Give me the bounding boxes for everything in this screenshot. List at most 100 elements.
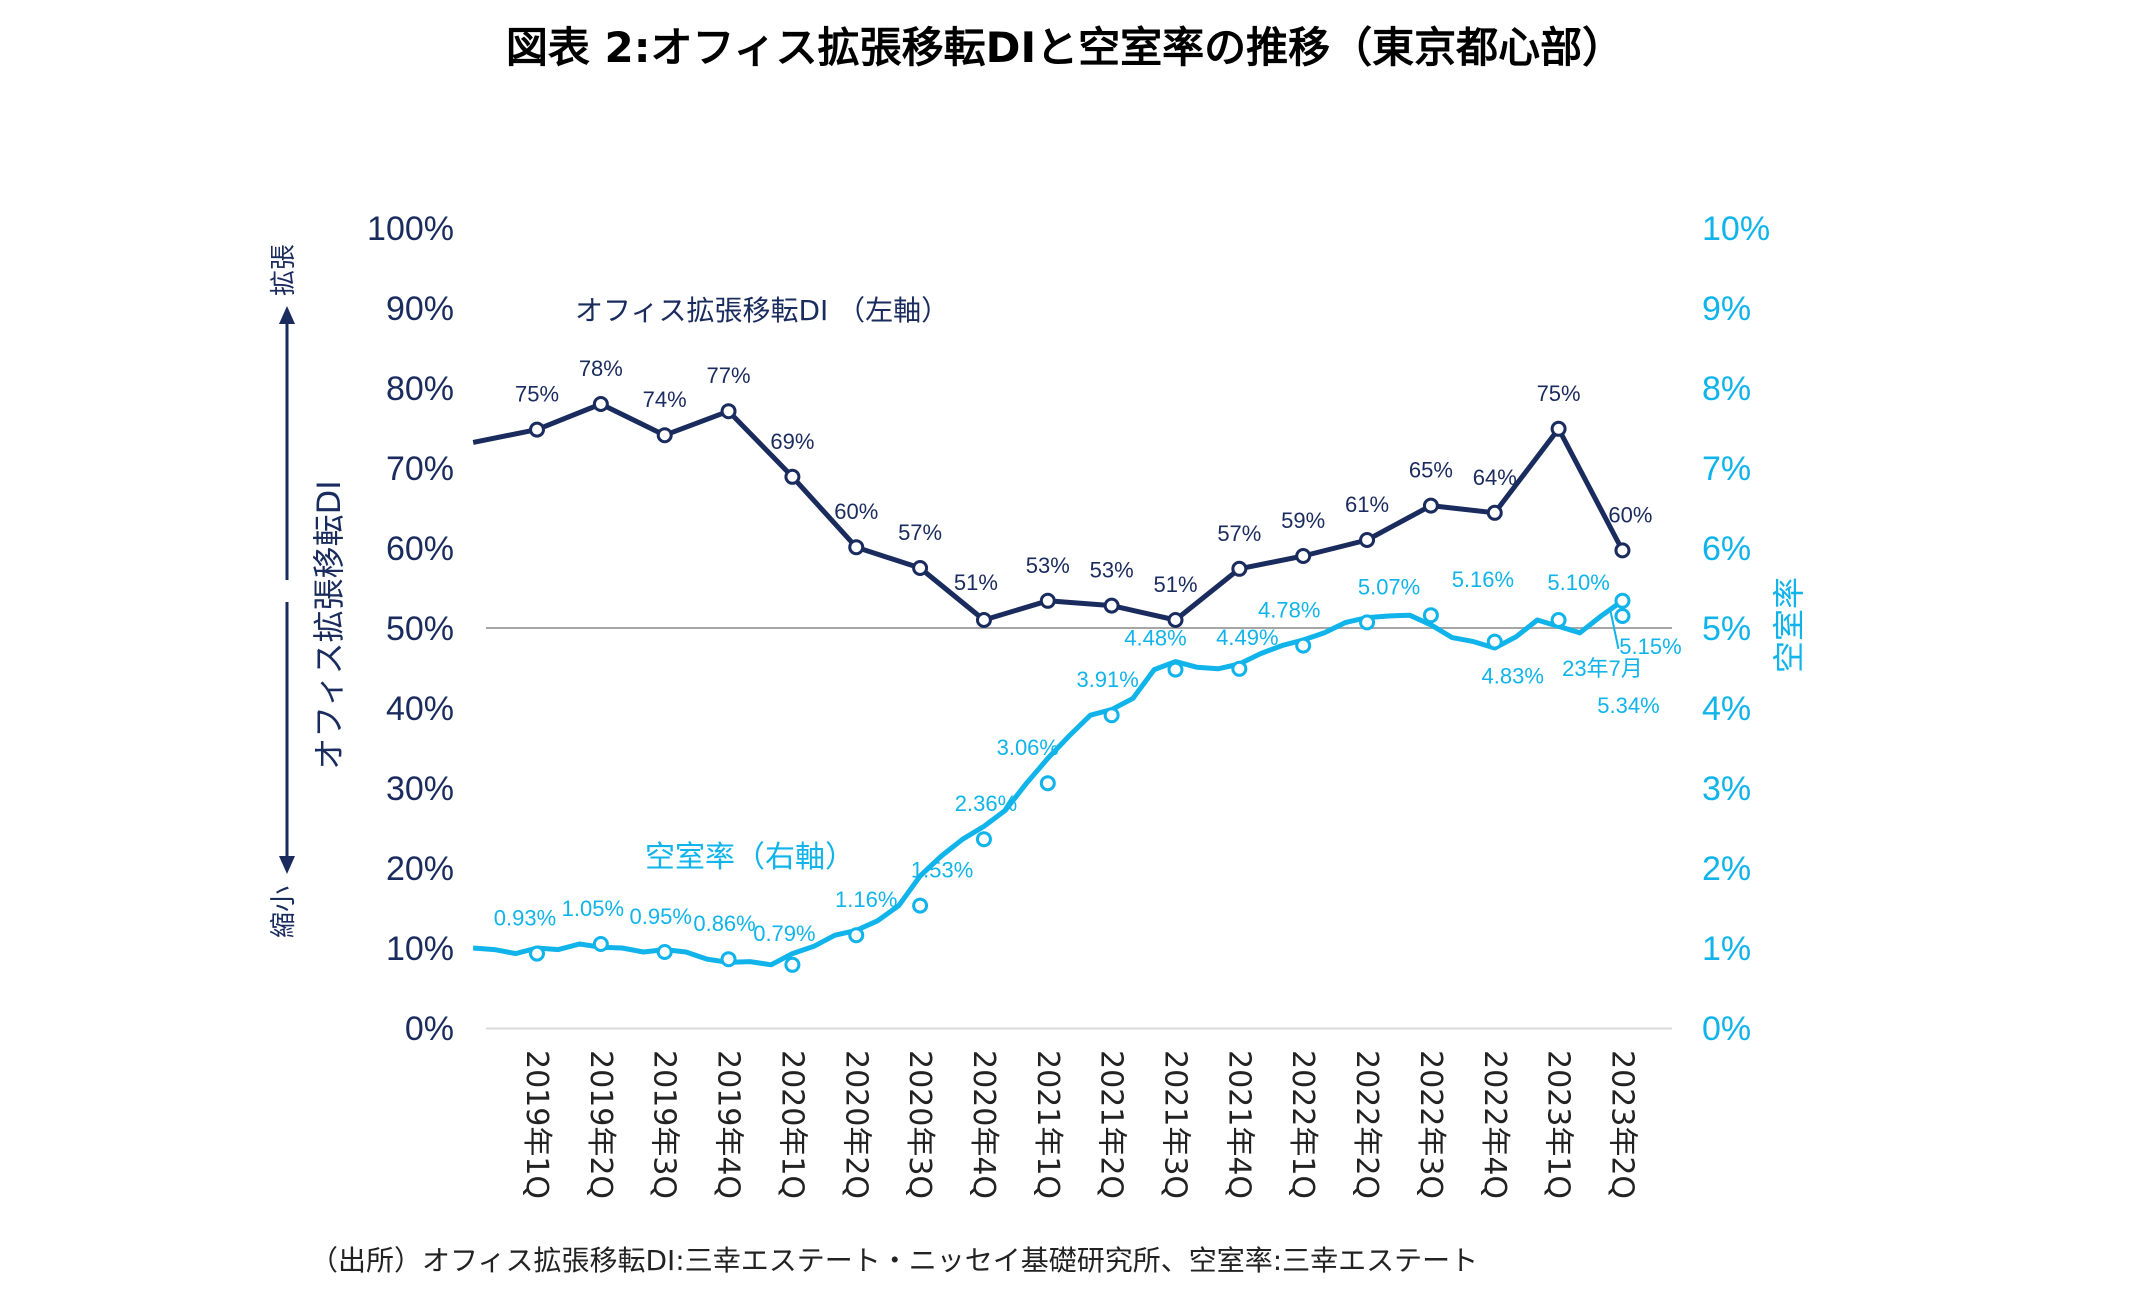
di-data-label: 60% — [1608, 502, 1652, 527]
di-marker — [975, 612, 992, 628]
di-marker — [720, 403, 737, 420]
x-axis-ticks: 2019年1Q 2019年2Q 2019年3Q 2019年4Q 2020年1Q 2020年… — [519, 1050, 1639, 1199]
vacancy-marker — [1359, 614, 1376, 631]
vacancy-data-label: 4.78% — [1258, 598, 1320, 623]
vacancy-marker — [1167, 661, 1184, 678]
x-tick-label: 2020年4Q — [966, 1050, 1001, 1199]
vacancy-last-marker — [1614, 592, 1631, 609]
di-marker — [656, 427, 673, 444]
di-data-label: 75% — [515, 382, 559, 407]
di-data-label: 53% — [1090, 558, 1134, 583]
vacancy-data-label: 1.53% — [911, 858, 973, 883]
series-label-di: オフィス拡張移転DI （左軸） — [575, 294, 949, 327]
di-marker — [1614, 542, 1631, 559]
vacancy-marker — [720, 951, 737, 968]
vacancy-marker — [1550, 612, 1567, 628]
di-data-label: 78% — [579, 356, 623, 381]
di-data-label: 57% — [1217, 521, 1261, 546]
annotation-leader — [1609, 610, 1620, 650]
left-tick-label: 50% — [386, 610, 454, 648]
di-marker — [1167, 612, 1184, 628]
left-axis-title-group: 拡張 縮小 オフィス拡張移転DI — [269, 244, 348, 938]
di-data-label: 65% — [1409, 458, 1453, 483]
vacancy-data-label: 1.16% — [835, 887, 897, 912]
left-axis-note-expand: 拡張 — [269, 244, 299, 296]
right-tick-label: 7% — [1702, 450, 1751, 488]
di-data-label: 69% — [770, 429, 814, 454]
left-tick-label: 0% — [405, 1010, 454, 1048]
vacancy-data-label: 3.91% — [1076, 667, 1138, 692]
x-tick-label: 2021年3Q — [1158, 1050, 1193, 1199]
di-marker — [1486, 504, 1503, 521]
left-tick-label: 70% — [386, 450, 454, 488]
vacancy-marker — [656, 944, 673, 960]
di-data-label: 59% — [1281, 508, 1325, 533]
vacancy-data-label: 5.16% — [1452, 567, 1514, 592]
vacancy-data-label: 5.07% — [1358, 574, 1420, 599]
left-tick-label: 30% — [386, 770, 454, 808]
vacancy-data-label: 4.48% — [1124, 626, 1186, 651]
x-tick-label: 2021年4Q — [1221, 1050, 1256, 1199]
x-tick-label: 2019年4Q — [711, 1050, 746, 1199]
reference-line-50 — [486, 627, 1672, 1030]
di-data-label: 74% — [643, 387, 687, 412]
di-marker — [1550, 420, 1567, 437]
vacancy-series: 0.93% 1.05% 0.95% 0.86%0.79% 1.16% 1.53% 2.36%… — [472, 567, 1682, 973]
x-tick-label: 2020年2Q — [838, 1050, 873, 1199]
di-marker — [1231, 560, 1248, 577]
vacancy-data-label: 0.79% — [753, 921, 815, 946]
right-tick-label: 8% — [1702, 370, 1751, 408]
x-tick-label: 2023年1Q — [1541, 1050, 1576, 1199]
left-axis-ticks: 0% 10% 20% 30% 40% 50% 60% 70% 80% 90% 100% — [367, 210, 454, 1048]
vacancy-marker — [1486, 633, 1503, 650]
left-tick-label: 40% — [386, 690, 454, 728]
vacancy-marker — [592, 936, 609, 952]
di-marker — [912, 560, 929, 576]
di-marker — [1359, 532, 1376, 548]
vacancy-data-label: 5.15% — [1619, 634, 1681, 659]
vacancy-marker — [529, 945, 545, 962]
vacancy-data-label: 0.95% — [630, 904, 692, 929]
x-tick-label: 2021年1Q — [1030, 1050, 1065, 1199]
last-point-label: 23年7月 — [1562, 656, 1643, 681]
x-tick-label: 2019年1Q — [519, 1050, 554, 1199]
right-axis-title: 空室率 — [1770, 577, 1808, 673]
vacancy-data-label: 4.83% — [1482, 664, 1544, 689]
last-point-annotation: 23年7月 5.34% — [1562, 610, 1660, 718]
vacancy-data-label: 3.06% — [997, 735, 1059, 760]
x-tick-label: 2022年3Q — [1413, 1050, 1448, 1199]
di-marker — [1295, 548, 1312, 564]
di-data-label: 51% — [954, 570, 998, 595]
di-data-label: 61% — [1345, 492, 1389, 517]
di-marker — [1103, 597, 1120, 614]
di-data-label: 53% — [1026, 553, 1070, 578]
left-axis-note-shrink: 縮小 — [269, 886, 299, 938]
left-tick-label: 20% — [386, 850, 454, 888]
x-tick-label: 2019年3Q — [647, 1050, 682, 1199]
left-tick-label: 10% — [386, 930, 454, 968]
di-marker — [592, 396, 609, 412]
down-arrow-icon — [279, 856, 295, 874]
vacancy-data-label: 2.36% — [955, 791, 1017, 816]
di-data-label: 60% — [834, 499, 878, 524]
vacancy-marker — [1422, 607, 1439, 624]
right-tick-label: 6% — [1702, 530, 1751, 568]
right-tick-label: 4% — [1702, 690, 1751, 728]
di-marker — [1039, 592, 1056, 609]
di-marker — [1422, 497, 1439, 514]
left-tick-label: 80% — [386, 370, 454, 408]
left-tick-label: 60% — [386, 530, 454, 568]
vacancy-marker — [1295, 637, 1312, 654]
vacancy-data-label: 1.05% — [562, 896, 624, 921]
di-data-label: 77% — [707, 363, 751, 388]
di-series: 75% 78% 74% 77% 69% 60% 57% 51% 53% 53% 51% 57% 59% 6… — [472, 356, 1652, 628]
source-note: （出所）オフィス拡張移転DI:三幸エステート・ニッセイ基礎研究所、空室率:三幸エ… — [310, 1244, 1478, 1277]
vacancy-data-label: 4.49% — [1216, 625, 1278, 650]
chart-title: 図表 2:オフィス拡張移転DIと空室率の推移（東京都心部） — [506, 23, 1624, 72]
vacancy-marker — [1614, 608, 1631, 624]
right-tick-label: 1% — [1702, 930, 1751, 968]
di-data-label: 51% — [1153, 572, 1197, 597]
vacancy-marker — [1039, 775, 1056, 792]
x-tick-label: 2020年1Q — [774, 1050, 809, 1199]
vacancy-marker — [1231, 660, 1248, 677]
